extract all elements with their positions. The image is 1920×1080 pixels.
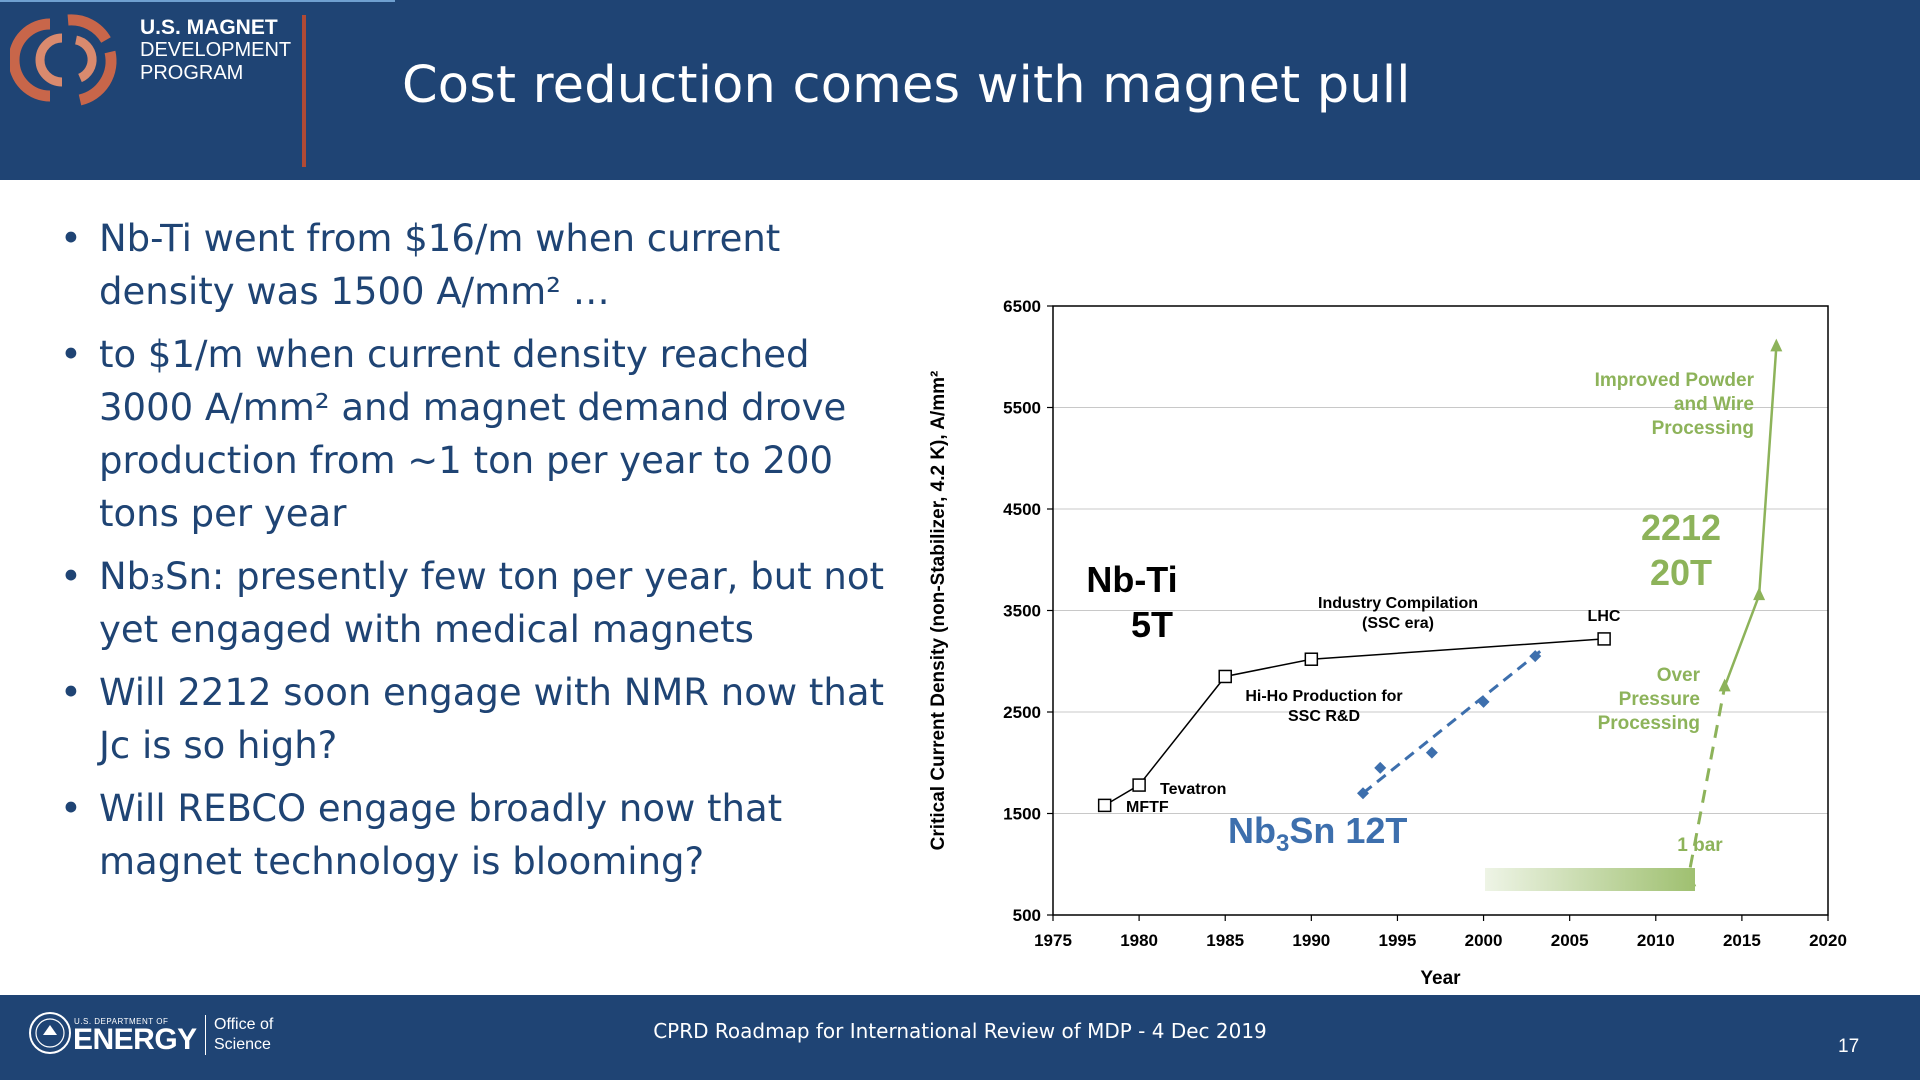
bullet-item-nb3sn: Nb₃Sn: presently few ton per year, but n… — [60, 550, 900, 656]
bullet-text: Will REBCO engage broadly now that magne… — [99, 787, 783, 883]
y-tick-label: 500 — [1013, 906, 1041, 925]
b2212-label-line2: 20T — [1650, 552, 1712, 593]
nb3sn-label-post: Sn 12T — [1289, 810, 1407, 851]
overpressure-label-line1: Over — [1657, 665, 1701, 686]
y-tick-label: 1500 — [1003, 805, 1041, 824]
nb3sn-data-point — [1425, 746, 1438, 759]
nbti-data-point — [1132, 778, 1146, 792]
pressure-gradient-bar — [1485, 868, 1695, 891]
office-line-1: Office of — [214, 1016, 274, 1033]
nbti-label-line1: Nb-Ti — [1086, 559, 1177, 600]
header-accent-line — [0, 0, 395, 2]
bullet-text: Nb-Ti went from $16/m when current densi… — [99, 217, 781, 313]
nb3sn-data-point — [1529, 650, 1542, 663]
slide-title: Cost reduction comes with magnet pull — [402, 56, 1411, 115]
hiho-label-line2: SSC R&D — [1288, 708, 1360, 725]
x-tick-label: 1980 — [1120, 931, 1158, 950]
footer-bar: U.S. DEPARTMENT OF ENERGY Office of Scie… — [0, 995, 1920, 1080]
b2212-data-point — [1770, 338, 1783, 352]
nb3sn-label-sub: 3 — [1276, 830, 1289, 857]
bullet-text: to $1/m when current density reached 300… — [99, 333, 847, 535]
axis-ticks: 500 1500 2500 3500 4500 5500 6500 1975 1980 1985 1… — [1003, 297, 1847, 950]
nb3sn-label-pre: Nb — [1228, 810, 1276, 851]
logo-line-2: DEVELOPMENT — [140, 39, 292, 61]
nb3sn-data-point — [1374, 761, 1387, 774]
header-bar: U.S. MAGNET DEVELOPMENT PROGRAM Cost red… — [0, 0, 1920, 180]
nb3sn-data-point — [1477, 695, 1490, 708]
doe-seal-icon — [29, 1012, 71, 1054]
doe-department-text: U.S. DEPARTMENT OF — [74, 1017, 169, 1026]
critical-current-density-chart: 500 1500 2500 3500 4500 5500 6500 1975 1980 1985 1… — [928, 297, 1847, 989]
b2212-dashed-segment — [1688, 686, 1727, 868]
lhc-label: LHC — [1588, 608, 1621, 625]
bullet-item-rebco: Will REBCO engage broadly now that magne… — [60, 782, 900, 888]
y-tick-label: 2500 — [1003, 703, 1041, 722]
office-line-2: Science — [214, 1036, 271, 1053]
b2212-label-line1: 2212 — [1641, 507, 1721, 548]
x-tick-label: 1995 — [1379, 931, 1417, 950]
b2212-data-point — [1718, 678, 1731, 692]
hiho-label-line1: Hi-Ho Production for — [1245, 688, 1402, 705]
x-axis-label: Year — [1420, 968, 1461, 989]
nbti-label-line2: 5T — [1131, 604, 1173, 645]
y-tick-label: 6500 — [1003, 297, 1041, 316]
bullet-item-nbti-demand: to $1/m when current density reached 300… — [60, 328, 900, 540]
x-tick-label: 2005 — [1551, 931, 1589, 950]
x-tick-label: 2015 — [1723, 931, 1761, 950]
y-tick-label: 4500 — [1003, 500, 1041, 519]
bullet-item-nbti-cost: Nb-Ti went from $16/m when current densi… — [60, 212, 900, 318]
logo-line-1: U.S. MAGNET — [140, 16, 278, 39]
powder-label-line2: and Wire — [1674, 394, 1754, 415]
b2212-data-point — [1753, 587, 1766, 601]
nbti-data-point — [1304, 652, 1319, 666]
nb3sn-label: Nb3Sn 12T — [1228, 810, 1407, 857]
footer-caption: CPRD Roadmap for International Review of… — [653, 1019, 1267, 1043]
bullet-text: Nb₃Sn: presently few ton per year, but n… — [99, 555, 885, 651]
x-tick-label: 2010 — [1637, 931, 1675, 950]
industry-label-line1: Industry Compilation — [1318, 595, 1478, 612]
overpressure-label-line2: Pressure — [1619, 689, 1700, 710]
industry-label-line2: (SSC era) — [1362, 615, 1434, 632]
bullet-item-2212: Will 2212 soon engage with NMR now that … — [60, 666, 900, 772]
page-number: 17 — [1838, 1036, 1860, 1057]
nbti-data-point — [1218, 669, 1232, 684]
powder-label-line1: Improved Powder — [1595, 370, 1755, 391]
x-tick-label: 1990 — [1292, 931, 1330, 950]
one-bar-label: 1 bar — [1677, 835, 1723, 856]
program-logo-text: U.S. MAGNET DEVELOPMENT PROGRAM — [140, 16, 291, 85]
x-tick-label: 1975 — [1034, 931, 1072, 950]
nbti-data-point — [1597, 632, 1611, 646]
x-tick-label: 2020 — [1809, 931, 1847, 950]
y-axis-label: Critical Current Density (non-Stabilizer… — [928, 371, 949, 851]
bullet-list: Nb-Ti went from $16/m when current densi… — [60, 212, 900, 898]
overpressure-label-line3: Processing — [1598, 713, 1700, 734]
powder-label-line3: Processing — [1652, 418, 1754, 439]
x-tick-label: 1985 — [1206, 931, 1244, 950]
doe-energy-text: ENERGY — [73, 1023, 197, 1056]
header-divider — [302, 15, 306, 167]
x-tick-label: 2000 — [1465, 931, 1503, 950]
y-tick-label: 3500 — [1003, 602, 1041, 621]
nb3sn-data-point — [1357, 787, 1369, 800]
tevatron-label: Tevatron — [1160, 781, 1226, 798]
y-tick-label: 5500 — [1003, 399, 1041, 418]
bullet-text: Will 2212 soon engage with NMR now that … — [99, 671, 885, 767]
office-of-science-text: Office of Science — [214, 1015, 273, 1055]
chart-gridlines — [1053, 407, 1828, 814]
nb3sn-trend-line — [1362, 649, 1542, 795]
footer-logo-divider — [205, 1015, 206, 1055]
magnet-program-logo-icon — [10, 14, 117, 106]
logo-line-3: PROGRAM — [140, 62, 244, 84]
mftf-label: MFTF — [1126, 799, 1169, 816]
nbti-data-point — [1097, 798, 1112, 813]
